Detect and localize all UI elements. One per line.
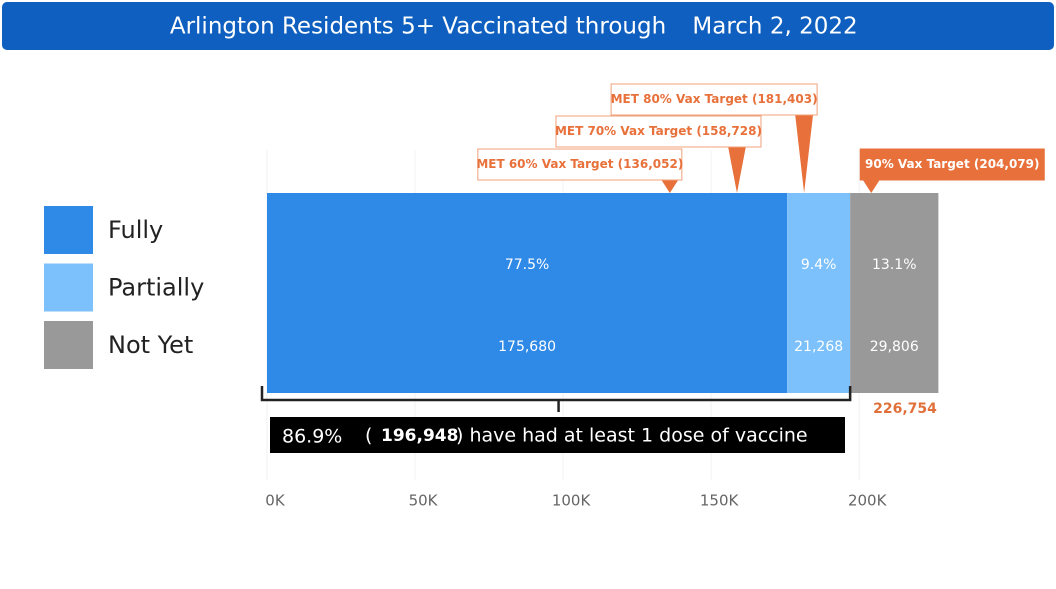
summary-text: ) have had at least 1 dose of vaccine (456, 425, 808, 447)
chart-title: Arlington Residents 5+ Vaccinated throug… (170, 14, 666, 40)
summary-box (270, 417, 845, 453)
target-pointer (795, 114, 814, 193)
target-box (610, 83, 818, 116)
chart-date: March 2, 2022 (692, 14, 857, 40)
bar-segment (850, 193, 939, 393)
x-tick-label: 150K (700, 492, 740, 510)
bracket (260, 386, 852, 412)
share-label: 9.4% (801, 257, 837, 273)
target-label: 90% Vax Target (204,079) (865, 157, 1039, 171)
target-label: MET 80% Vax Target (181,403) (611, 92, 818, 106)
legend-swatch (44, 206, 93, 254)
value-label: 175,680 (498, 339, 556, 355)
target-box (555, 115, 762, 148)
legend-label: Fully (108, 216, 163, 244)
title-bar (2, 2, 1054, 50)
legend-swatch (44, 263, 93, 312)
value-label: 21,268 (794, 339, 843, 355)
total-label: 226,754 (873, 401, 937, 417)
x-tick-label: 200K (848, 492, 888, 510)
x-tick-label: 0K (265, 492, 286, 510)
target-pointer (727, 146, 746, 193)
bar-segment (787, 193, 851, 393)
target-box (859, 148, 1045, 181)
target-box (477, 148, 683, 181)
summary-count: 196,948 (381, 426, 458, 446)
target-pointer (862, 179, 881, 193)
target-label: MET 60% Vax Target (136,052) (476, 157, 683, 171)
share-label: 13.1% (872, 257, 916, 273)
x-tick-label: 100K (552, 492, 592, 510)
summary-share: 86.9% (282, 426, 342, 448)
legend-swatch (44, 321, 93, 369)
legend-label: Not Yet (108, 331, 193, 359)
bar-segment (267, 193, 788, 393)
summary-open: ( (365, 425, 372, 447)
target-label: MET 70% Vax Target (158,728) (555, 124, 762, 138)
target-pointer (660, 179, 679, 193)
x-tick-label: 50K (409, 492, 439, 510)
legend-label: Partially (108, 274, 204, 302)
share-label: 77.5% (505, 257, 549, 273)
value-label: 29,806 (870, 339, 919, 355)
